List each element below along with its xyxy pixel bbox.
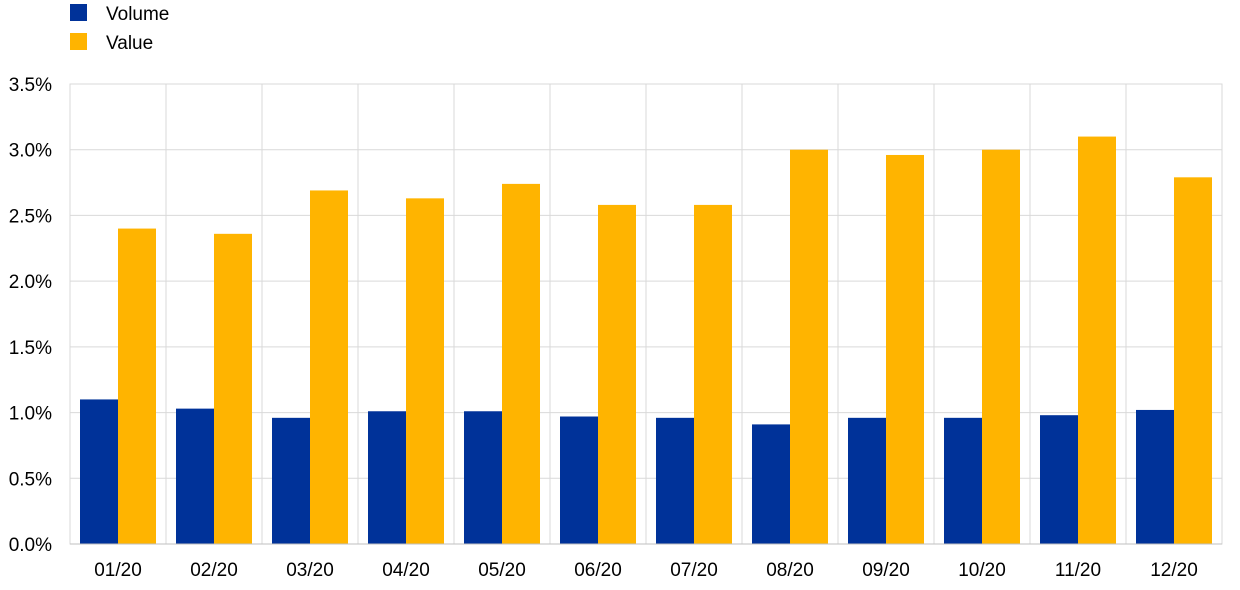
x-tick-label: 09/20 [862,560,910,581]
y-tick-label: 0.5% [9,469,52,490]
x-tick-label: 04/20 [382,560,430,581]
bar-volume-09-20 [848,417,886,544]
legend: Volume Value [70,4,169,54]
legend-label-value: Value [106,33,153,54]
bar-value-04-20 [406,198,444,545]
y-tick-label: 1.0% [9,404,52,425]
bar-volume-02-20 [176,408,214,544]
x-tick-label: 05/20 [478,560,526,581]
bar-volume-05-20 [464,411,502,544]
bar-value-03-20 [310,190,348,544]
y-tick-label: 3.5% [9,75,52,96]
x-tick-label: 10/20 [958,560,1006,581]
bar-value-10-20 [982,149,1020,544]
bar-value-08-20 [790,149,828,544]
bars [80,136,1212,545]
bar-value-01-20 [118,228,156,545]
bar-volume-11-20 [1040,415,1078,544]
bar-volume-06-20 [560,416,598,544]
legend-swatch-value [70,33,87,50]
x-tick-label: 07/20 [670,560,718,581]
bar-value-06-20 [598,204,636,544]
legend-swatch-volume [70,4,87,21]
y-axis-ticks: 0.0% 0.5% 1.0% 1.5% 2.0% 2.5% 3.0% 3.5% [9,75,52,556]
x-tick-label: 02/20 [190,560,238,581]
grid [70,83,1222,544]
bar-value-12-20 [1174,177,1212,545]
x-tick-label: 03/20 [286,560,334,581]
x-tick-label: 11/20 [1055,560,1101,581]
x-tick-label: 08/20 [766,560,814,581]
bar-value-09-20 [886,154,924,544]
bar-value-05-20 [502,183,540,544]
y-tick-label: 1.5% [9,338,52,359]
y-tick-label: 2.5% [9,206,52,227]
bar-volume-07-20 [656,417,694,544]
x-tick-label: 01/20 [94,560,142,581]
bar-volume-01-20 [80,399,118,544]
y-tick-label: 3.0% [9,141,52,162]
bar-volume-08-20 [752,424,790,544]
x-tick-label: 06/20 [574,560,622,581]
bar-volume-03-20 [272,417,310,544]
x-axis-ticks: 01/20 02/20 03/20 04/20 05/20 06/20 07/20 08/20… [94,560,1198,581]
bar-value-11-20 [1078,136,1116,545]
bar-value-07-20 [694,204,732,544]
y-tick-label: 0.0% [9,535,52,556]
x-tick-label: 12/20 [1150,560,1198,581]
legend-label-volume: Volume [106,4,169,25]
bar-volume-12-20 [1136,409,1174,544]
y-tick-label: 2.0% [9,272,52,293]
bar-volume-10-20 [944,417,982,544]
bar-value-02-20 [214,233,252,545]
bar-volume-04-20 [368,411,406,544]
